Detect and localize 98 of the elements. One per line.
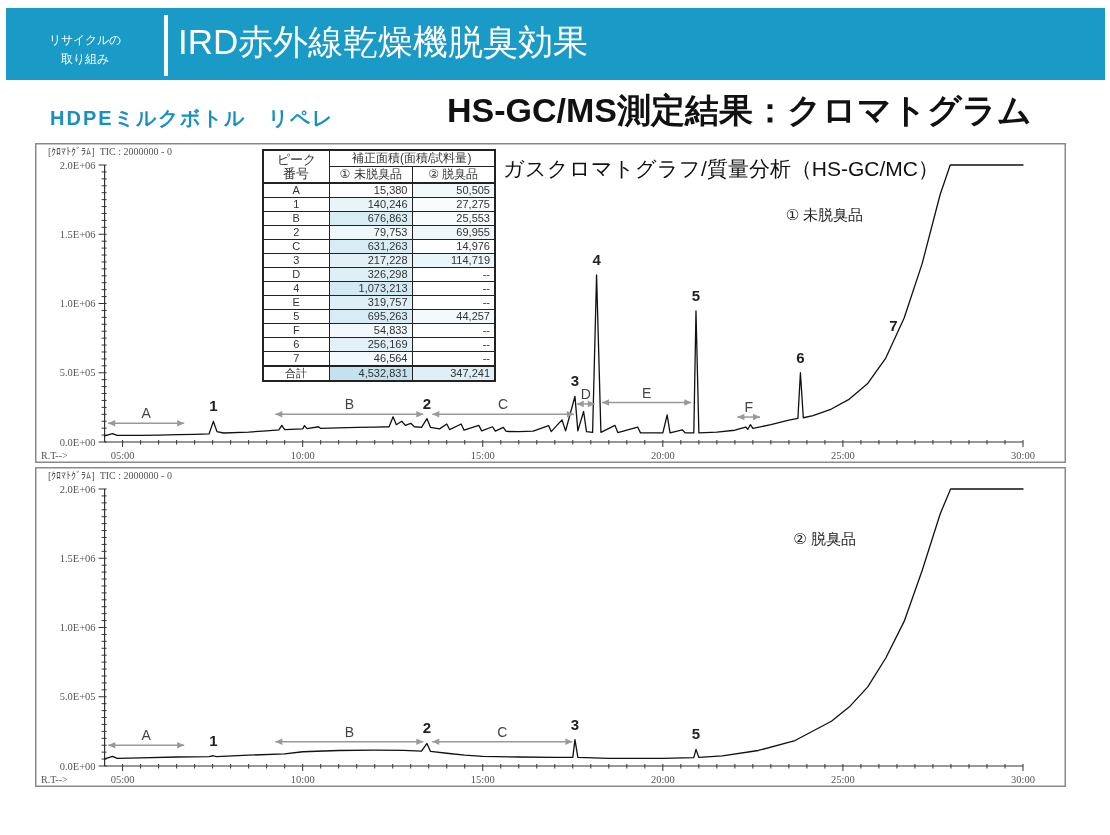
text: HDPEミルクボトル リペレ (50, 107, 334, 129)
y-tick-label: 5 (263, 309, 329, 324)
data-label: 256,169 (329, 337, 412, 352)
y-tick-label: B (263, 211, 329, 226)
y-tick-label: 2.0E+06 (59, 159, 96, 171)
x-axis-title: R.T--> (41, 774, 69, 785)
series-label: A (141, 727, 152, 744)
y-tick-label: 1.0E+06 (59, 298, 96, 309)
x-tick-label: 10:00 (290, 450, 315, 461)
series-label: B (344, 396, 354, 413)
y-tick-label: E (263, 295, 329, 310)
y-axis-title: ピーク番号 (276, 151, 317, 181)
y-tick-label: 1.5E+06 (59, 552, 96, 564)
text: ① 未脱臭品 (785, 205, 864, 223)
text: IRD赤外線乾燥機脱臭効果 (178, 22, 589, 61)
data-label: 69,955 (412, 225, 495, 240)
y-tick-label: 4 (263, 281, 329, 296)
series-label: C (497, 723, 508, 740)
text: -- (482, 282, 490, 294)
text: -- (482, 268, 490, 280)
annotation: 7 (889, 316, 898, 334)
data-label: 695,263 (329, 309, 412, 324)
data-label: 217,228 (329, 253, 412, 268)
text: -- (482, 352, 490, 364)
y-tick-label: 6 (263, 337, 329, 352)
y-tick-label: 5.0E+05 (59, 691, 96, 703)
chart-title: 補正面積(面積/試料量) (329, 150, 495, 167)
x-axis-title: R.T--> (41, 450, 69, 461)
data-label: 25,553 (412, 211, 495, 226)
data-label: 79,753 (329, 225, 412, 240)
x-tick-label: 15:00 (470, 774, 495, 785)
y-tick-label: 0.0E+00 (59, 436, 96, 448)
x-tick-label: 25:00 (830, 774, 855, 785)
y-tick-label: 5.0E+05 (59, 367, 96, 379)
series-label: C (498, 396, 509, 413)
y-tick-label: A (263, 183, 329, 198)
annotation: 4 (592, 250, 602, 268)
annotation: 3 (570, 372, 580, 390)
data-label: 15,380 (329, 183, 412, 198)
annotation: 6 (796, 348, 805, 366)
y-tick-label: 2 (263, 225, 329, 240)
annotation: 2 (422, 719, 432, 737)
data-label: 14,976 (412, 239, 495, 254)
series-label: A (141, 405, 152, 422)
y-tick-label: F (263, 323, 329, 338)
x-tick-label: 30:00 (1011, 450, 1035, 461)
y-tick-label: 0.0E+00 (59, 760, 96, 772)
annotation: 5 (691, 725, 701, 743)
chart-title: HS-GC/MS測定結果：クロマトグラム (447, 91, 1032, 129)
data-label: 140,246 (329, 197, 412, 212)
x-tick-label: 30:00 (1011, 774, 1035, 785)
text: -- (482, 324, 490, 336)
data-label: 50,505 (412, 183, 495, 198)
y-tick-label: 合計 (263, 366, 329, 381)
data-label: 326,298 (329, 267, 412, 282)
data-label: 46,564 (329, 351, 412, 366)
series-label: E (641, 384, 652, 401)
data-label: 54,833 (329, 323, 412, 338)
annotation: 1 (209, 397, 218, 415)
chart-subtitle: [ｸﾛﾏﾄｸﾞﾗﾑ] TIC : 2000000 - 0 (48, 470, 172, 481)
data-label: 27,275 (412, 197, 495, 212)
text: -- (482, 338, 490, 350)
line-series (103, 488, 1024, 760)
x-tick-label: 15:00 (470, 450, 495, 461)
y-tick-label: C (263, 239, 329, 254)
y-tick-label: 1 (263, 197, 329, 212)
y-tick-label: 7 (263, 351, 329, 366)
data-label: 114,719 (412, 253, 495, 268)
annotation: 1 (209, 731, 218, 749)
data-label: 4,532,831 (329, 366, 412, 381)
data-label: 44,257 (412, 309, 495, 324)
x-tick-label: 10:00 (290, 774, 315, 785)
y-tick-label: 1.0E+06 (59, 622, 96, 633)
annotation: 3 (570, 715, 580, 733)
text: ② 脱臭品 (793, 529, 856, 547)
annotation: 2 (422, 394, 432, 412)
series-label: D (580, 385, 591, 402)
x-tick-label: 20:00 (650, 774, 675, 785)
y-tick-label: 3 (263, 253, 329, 268)
annotation: ガスクロマトグラフ/質量分析（HS-GC/MC） (503, 157, 939, 180)
x-tick-label: 25:00 (830, 450, 855, 461)
series-label: F (744, 399, 754, 416)
data-label: 319,757 (329, 295, 412, 310)
x-tick-label: 05:00 (110, 450, 135, 461)
chart-subtitle: [ｸﾛﾏﾄｸﾞﾗﾑ] TIC : 2000000 - 0 (48, 146, 172, 157)
text: リサイクルの取り組み (48, 32, 122, 68)
data-label: 676,863 (329, 211, 412, 226)
data-label: 631,263 (329, 239, 412, 254)
y-tick-label: 1.5E+06 (59, 228, 96, 240)
x-tick-label: 20:00 (650, 450, 675, 461)
y-tick-label: 2.0E+06 (59, 483, 96, 495)
series-label: B (344, 723, 354, 740)
y-tick-label: D (263, 267, 329, 282)
x-tick-label: 05:00 (110, 774, 135, 785)
data-label: 1,073,213 (329, 281, 412, 296)
annotation: 5 (691, 286, 701, 304)
text: -- (482, 296, 490, 308)
data-label: 347,241 (412, 366, 495, 381)
